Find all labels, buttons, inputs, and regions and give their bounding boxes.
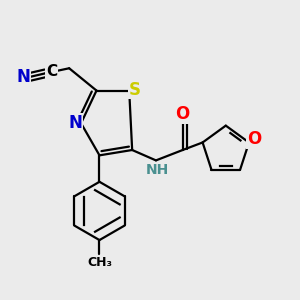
Text: N: N [69,114,82,132]
Text: NH: NH [146,163,169,177]
Text: O: O [247,130,261,148]
Text: N: N [17,68,31,86]
Text: CH₃: CH₃ [87,256,112,269]
Text: C: C [46,64,57,79]
Text: S: S [128,81,140,99]
Text: O: O [175,105,189,123]
